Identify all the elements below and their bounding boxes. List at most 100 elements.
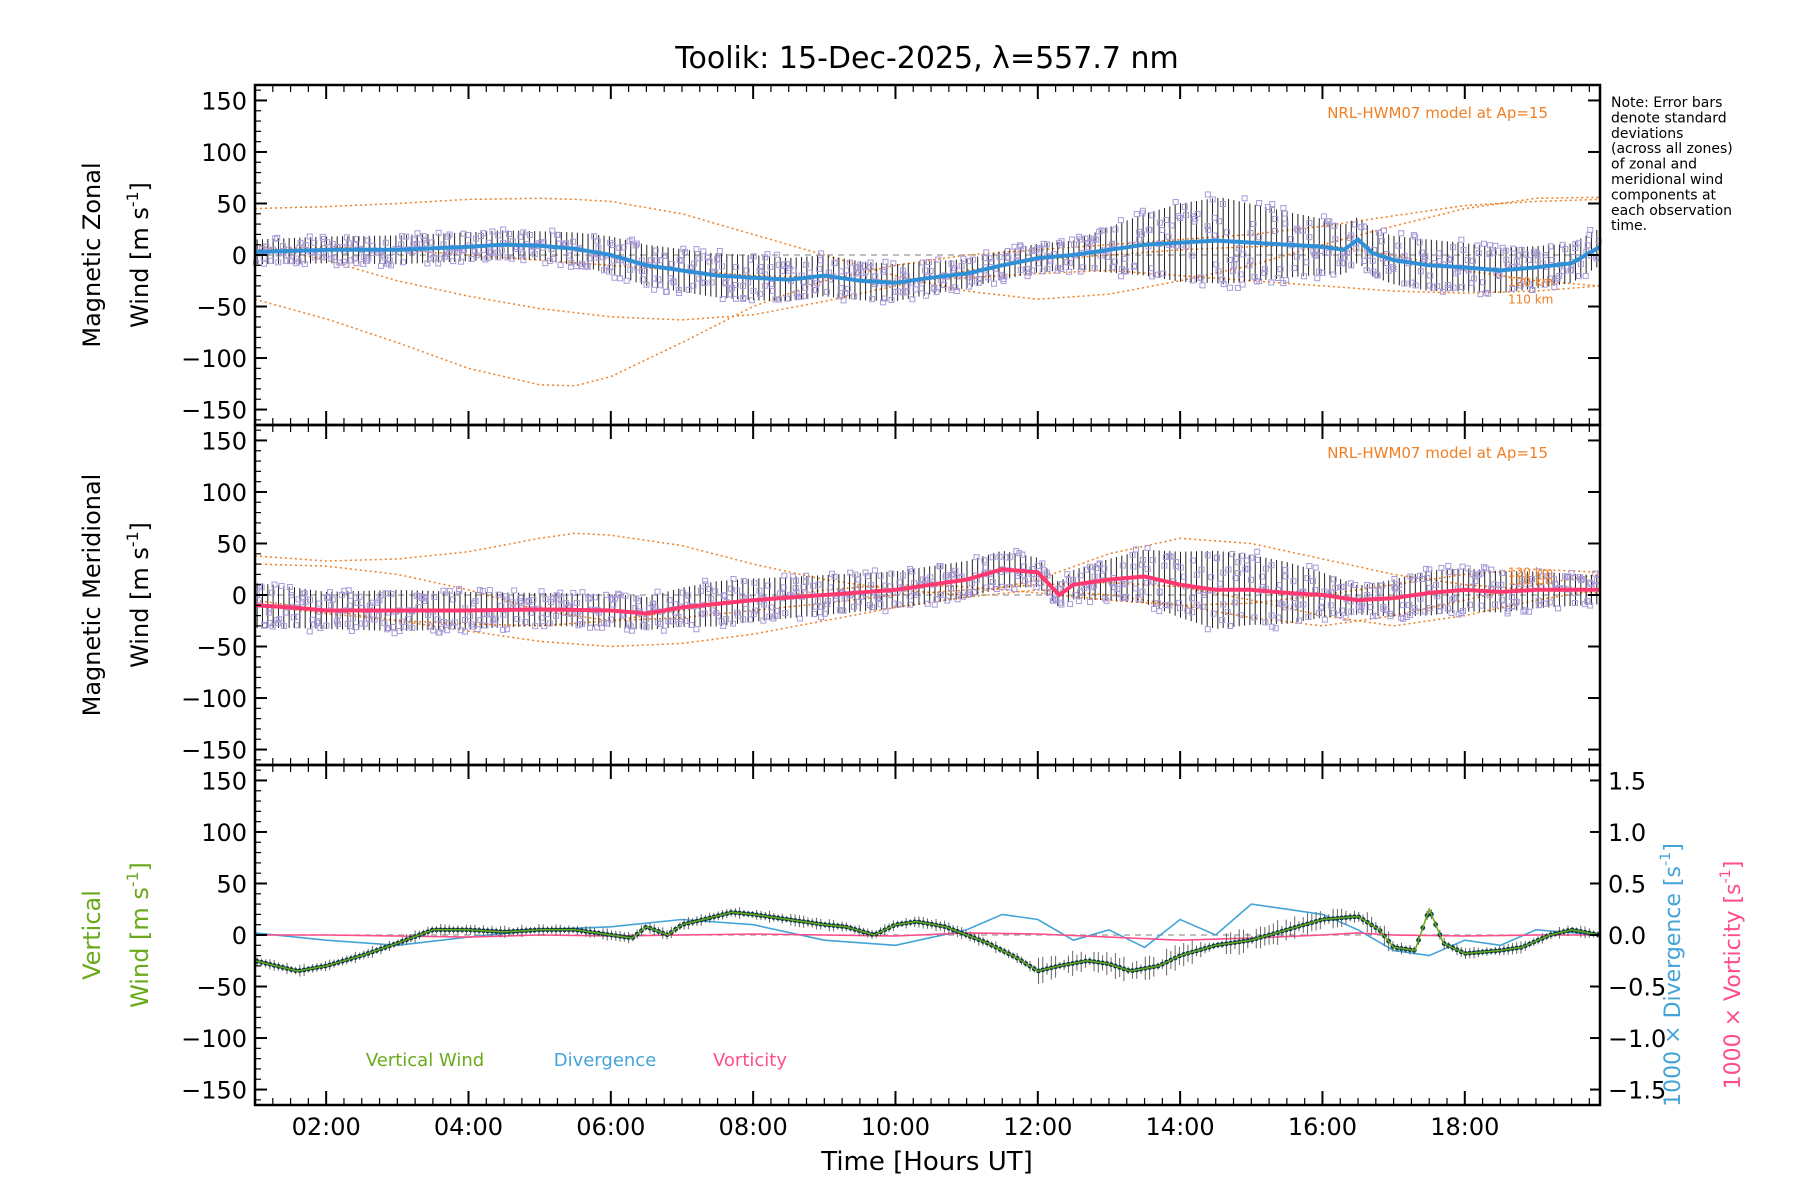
zone-point <box>1403 614 1410 621</box>
zone-point <box>1229 551 1236 558</box>
zone-point <box>287 258 294 265</box>
zone-point <box>1352 582 1359 589</box>
y-tick-label: −50 <box>196 634 247 662</box>
zone-point <box>1091 235 1098 242</box>
zone-point <box>1450 595 1457 602</box>
zone-point <box>1587 602 1594 609</box>
zone-point <box>541 623 548 630</box>
zone-point <box>514 615 521 622</box>
zone-point <box>877 572 884 579</box>
zone-point <box>382 239 389 246</box>
x-tick-label: 10:00 <box>861 1113 930 1141</box>
zone-point <box>1189 557 1196 564</box>
zone-point <box>1064 571 1071 578</box>
zone-point <box>348 592 355 599</box>
right-tick-label: −1.0 <box>1608 1025 1666 1053</box>
zone-point <box>627 266 634 273</box>
zone-point <box>450 596 457 603</box>
zone-point <box>1055 585 1062 592</box>
chart-title: Toolik: 15-Dec-2025, λ=557.7 nm <box>674 41 1178 76</box>
zone-point <box>302 598 309 605</box>
zone-point <box>595 245 602 252</box>
zone-point <box>324 594 331 601</box>
zone-point <box>1453 568 1460 575</box>
zone-point <box>1341 583 1348 590</box>
meridional-wind-line <box>254 567 1600 616</box>
zone-point <box>1361 258 1368 265</box>
zone-point <box>1197 274 1204 281</box>
model-curve-3 <box>254 243 1601 321</box>
zone-point <box>971 589 978 596</box>
zone-point <box>792 584 799 591</box>
zone-point <box>1331 222 1338 229</box>
zone-point <box>1554 275 1561 282</box>
zone-point <box>862 268 869 275</box>
zone-point <box>1427 272 1434 279</box>
zone-point <box>364 257 371 264</box>
x-tick-label: 08:00 <box>719 1113 788 1141</box>
zone-point <box>789 573 796 580</box>
zone-point <box>530 596 537 603</box>
zone-point <box>1176 605 1183 612</box>
zone-point <box>716 247 723 254</box>
zone-point <box>680 245 687 252</box>
zone-point <box>794 293 801 300</box>
y-tick-label: 0 <box>232 242 247 270</box>
zone-point <box>821 610 828 617</box>
zone-point <box>1317 605 1324 612</box>
zone-point <box>461 616 468 623</box>
zone-point <box>1024 273 1031 280</box>
zone-point <box>816 265 823 272</box>
zone-point <box>752 607 759 614</box>
y-tick-label: 150 <box>201 427 247 455</box>
zone-point <box>1282 604 1289 611</box>
zone-point <box>1247 257 1254 264</box>
zone-point <box>985 274 992 281</box>
zone-point <box>1300 273 1307 280</box>
zone-point <box>457 258 464 265</box>
zone-point <box>1563 574 1570 581</box>
zone-point <box>498 247 505 254</box>
zone-point <box>1444 285 1451 292</box>
zone-point <box>1231 599 1238 606</box>
zone-point <box>1139 210 1146 217</box>
zone-point <box>1072 592 1079 599</box>
zone-point <box>1254 548 1261 555</box>
zone-point <box>1555 605 1562 612</box>
zone-point <box>802 572 809 579</box>
zone-point <box>563 240 570 247</box>
zone-point <box>1058 242 1065 249</box>
zone-point <box>488 249 495 256</box>
note-line: Note: Error bars <box>1611 95 1722 111</box>
zone-point <box>1546 599 1553 606</box>
vertical-wind-line <box>254 907 1601 972</box>
zone-point <box>1401 280 1408 287</box>
zone-point <box>747 256 754 263</box>
model-label: NRL-HWM07 model at Ap=15 <box>1327 444 1548 462</box>
zone-point <box>345 587 352 594</box>
zone-point <box>1193 571 1200 578</box>
zone-point <box>1347 580 1354 587</box>
y-axis: 150 100 50 0 −50 −100 −150 <box>181 87 1600 425</box>
zone-point <box>1437 603 1444 610</box>
zone-point <box>900 271 907 278</box>
zone-point <box>1033 576 1040 583</box>
zone-point <box>1324 218 1331 225</box>
zone-point <box>1401 253 1408 260</box>
zone-point <box>504 626 511 633</box>
zone-point <box>827 584 834 591</box>
zone-point <box>1436 607 1443 614</box>
zone-point <box>452 619 459 626</box>
zone-point <box>404 615 411 622</box>
zone-point <box>702 581 709 588</box>
zone-point <box>1452 270 1459 277</box>
zone-point <box>661 252 668 259</box>
y-axis: 150 100 50 0 −50 −100 −150 <box>181 767 267 1105</box>
zone-point <box>1258 573 1265 580</box>
zone-point <box>1587 580 1594 587</box>
model-curve-1 <box>254 532 1601 596</box>
zone-point <box>1492 242 1499 249</box>
zone-point <box>1559 241 1566 248</box>
zone-point <box>1133 546 1140 553</box>
y-tick-label: −100 <box>181 685 247 713</box>
